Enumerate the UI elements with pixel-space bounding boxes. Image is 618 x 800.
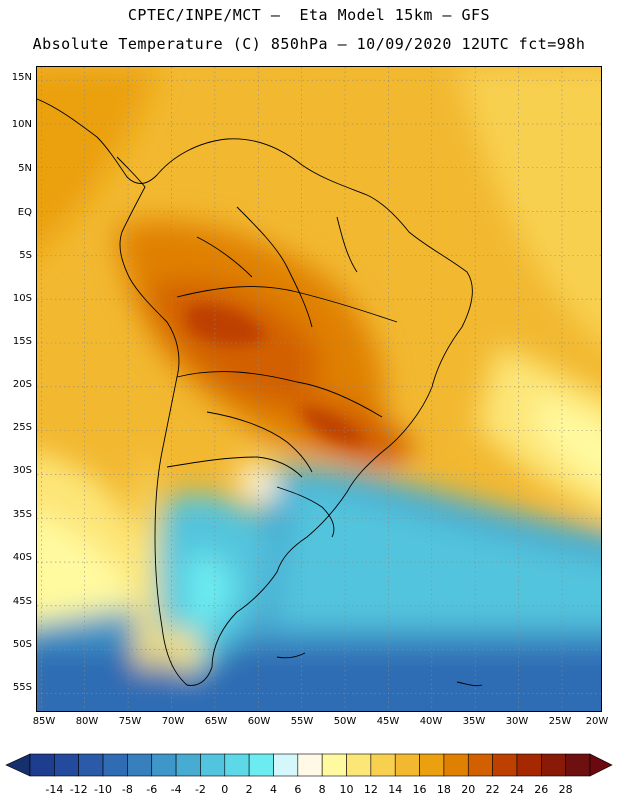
lon-label: 65W: [204, 716, 228, 727]
lat-label: 10S: [12, 293, 32, 304]
colorbar-swatch: [419, 753, 445, 777]
lon-label: 25W: [548, 716, 572, 727]
colorbar-label: -6: [146, 783, 158, 796]
colorbar-label: 6: [294, 783, 302, 796]
colorbar-swatch: [565, 753, 591, 777]
colorbar-label: 22: [485, 783, 500, 796]
colorbar-swatch: [273, 753, 299, 777]
colorbar-swatch: [467, 753, 493, 777]
colorbar-swatch: [224, 753, 250, 777]
lon-label: 50W: [333, 716, 357, 727]
colorbar-label: -8: [121, 783, 133, 796]
colorbar: [5, 753, 613, 777]
lat-label: 40S: [12, 552, 32, 563]
colorbar-label: 0: [221, 783, 229, 796]
colorbar-swatch: [78, 753, 104, 777]
colorbar-swatch: [541, 753, 566, 777]
colorbar-swatch: [151, 753, 177, 777]
map-title-line2: Absolute Temperature (C) 850hPa – 10/09/…: [32, 35, 586, 53]
lat-label: EQ: [17, 207, 32, 218]
temperature-map: [36, 66, 602, 712]
colorbar-label: 12: [363, 783, 378, 796]
lat-label: 5S: [19, 250, 32, 261]
lon-label: 75W: [118, 716, 142, 727]
lon-label: 80W: [75, 716, 99, 727]
colorbar-label: -4: [170, 783, 182, 796]
colorbar-label: 20: [461, 783, 476, 796]
colorbar-swatch: [346, 753, 372, 777]
lat-label: 50S: [12, 639, 32, 650]
lat-label: 25S: [12, 422, 32, 433]
colorbar-swatch: [29, 753, 55, 777]
colorbar-swatch: [297, 753, 323, 777]
colorbar-swatch: [102, 753, 128, 777]
temperature-map-svg: [37, 67, 601, 711]
colorbar-label: -10: [94, 783, 113, 796]
lat-label: 30S: [12, 465, 32, 476]
lat-label: 15S: [12, 336, 32, 347]
colorbar-swatch: [394, 753, 420, 777]
colorbar-label: 14: [388, 783, 403, 796]
colorbar-label: 18: [436, 783, 451, 796]
colorbar-label: 2: [245, 783, 253, 796]
lon-label: 35W: [462, 716, 486, 727]
colorbar-swatch: [175, 753, 201, 777]
colorbar-label: -14: [45, 783, 64, 796]
colorbar-label: 24: [509, 783, 524, 796]
lat-label: 5N: [18, 163, 32, 174]
lon-label: 30W: [505, 716, 529, 727]
colorbar-swatch: [370, 753, 396, 777]
colorbar-label: 28: [558, 783, 573, 796]
colorbar-label: 26: [534, 783, 549, 796]
lon-label: 70W: [161, 716, 185, 727]
map-title-line1: CPTEC/INPE/MCT – Eta Model 15km – GFS: [127, 6, 491, 24]
colorbar-label: -12: [69, 783, 88, 796]
colorbar-label: -2: [194, 783, 206, 796]
colorbar-swatch: [516, 753, 542, 777]
colorbar-label: 4: [269, 783, 277, 796]
colorbar-swatch: [248, 753, 274, 777]
lat-label: 10N: [11, 119, 32, 130]
colorbar-swatch: [443, 753, 469, 777]
colorbar-swatch: [492, 753, 518, 777]
lat-label: 20S: [12, 379, 32, 390]
colorbar-swatch: [54, 753, 79, 777]
lat-label: 45S: [12, 596, 32, 607]
colorbar-swatch: [127, 753, 153, 777]
colorbar-over-triangle: [589, 753, 613, 777]
lat-label: 15N: [11, 72, 32, 83]
colorbar-label: 10: [339, 783, 354, 796]
lon-label: 60W: [247, 716, 271, 727]
lon-label: 55W: [290, 716, 314, 727]
colorbar-swatch: [321, 753, 347, 777]
colorbar-label: 8: [318, 783, 326, 796]
lat-label: 35S: [12, 509, 32, 520]
lat-label: 55S: [12, 682, 32, 693]
colorbar-under-triangle: [5, 753, 31, 777]
lon-label: 20W: [585, 716, 609, 727]
coastline: [37, 98, 483, 687]
lon-label: 40W: [419, 716, 443, 727]
colorbar-swatch: [200, 753, 226, 777]
lon-label: 45W: [376, 716, 400, 727]
lon-label: 85W: [32, 716, 56, 727]
colorbar-label: 16: [412, 783, 427, 796]
